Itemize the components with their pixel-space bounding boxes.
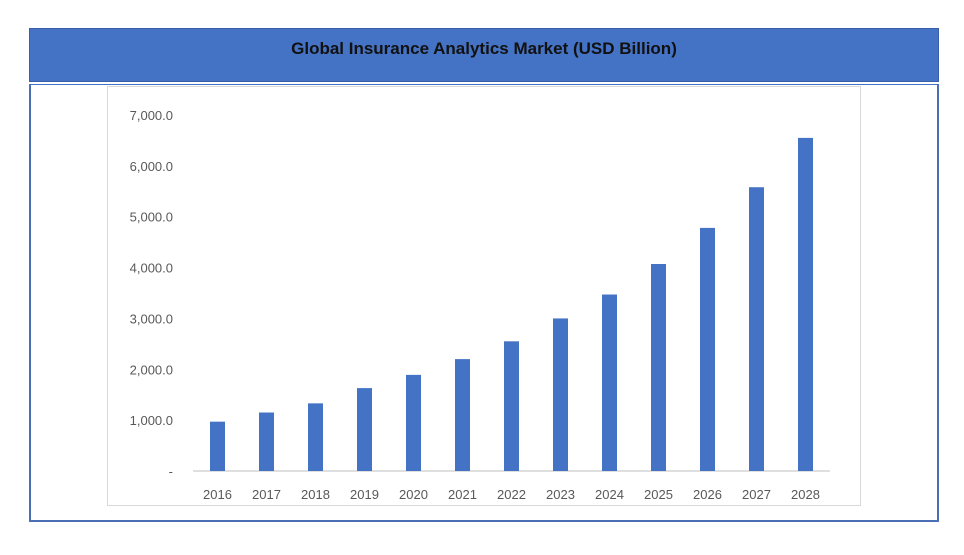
- x-tick-label: 2019: [350, 487, 379, 502]
- bar-2025: [651, 264, 666, 471]
- bar-2026: [700, 227, 715, 471]
- chart-title: Global Insurance Analytics Market (USD B…: [291, 39, 677, 58]
- y-tick-label: -: [169, 464, 173, 479]
- bar-2019: [357, 388, 372, 471]
- x-tick-label: 2017: [252, 487, 281, 502]
- bar-2028: [798, 137, 813, 471]
- bar-2027: [749, 187, 764, 471]
- x-tick-label: 2027: [742, 487, 771, 502]
- y-tick-label: 4,000.0: [130, 261, 173, 276]
- y-tick-label: 3,000.0: [130, 311, 173, 326]
- y-tick-label: 1,000.0: [130, 413, 173, 428]
- y-tick-label: 5,000.0: [130, 210, 173, 225]
- plot-area: [107, 86, 861, 506]
- bar-2021: [455, 359, 470, 471]
- x-tick-label: 2021: [448, 487, 477, 502]
- x-tick-label: 2018: [301, 487, 330, 502]
- x-tick-label: 2023: [546, 487, 575, 502]
- y-tick-label: 2,000.0: [130, 362, 173, 377]
- x-tick-label: 2024: [595, 487, 624, 502]
- bar-2016: [210, 421, 225, 471]
- bar-2018: [308, 403, 323, 471]
- title-banner: Global Insurance Analytics Market (USD B…: [29, 28, 939, 82]
- x-tick-label: 2020: [399, 487, 428, 502]
- bar-2020: [406, 374, 421, 471]
- x-tick-label: 2026: [693, 487, 722, 502]
- x-tick-label: 2025: [644, 487, 673, 502]
- y-tick-label: 7,000.0: [130, 108, 173, 123]
- title-divider: [29, 82, 939, 85]
- x-tick-label: 2022: [497, 487, 526, 502]
- bar-2022: [504, 341, 519, 471]
- x-tick-label: 2028: [791, 487, 820, 502]
- bar-2023: [553, 318, 568, 471]
- y-tick-label: 6,000.0: [130, 159, 173, 174]
- bar-2017: [259, 412, 274, 471]
- bar-2024: [602, 294, 617, 471]
- x-tick-label: 2016: [203, 487, 232, 502]
